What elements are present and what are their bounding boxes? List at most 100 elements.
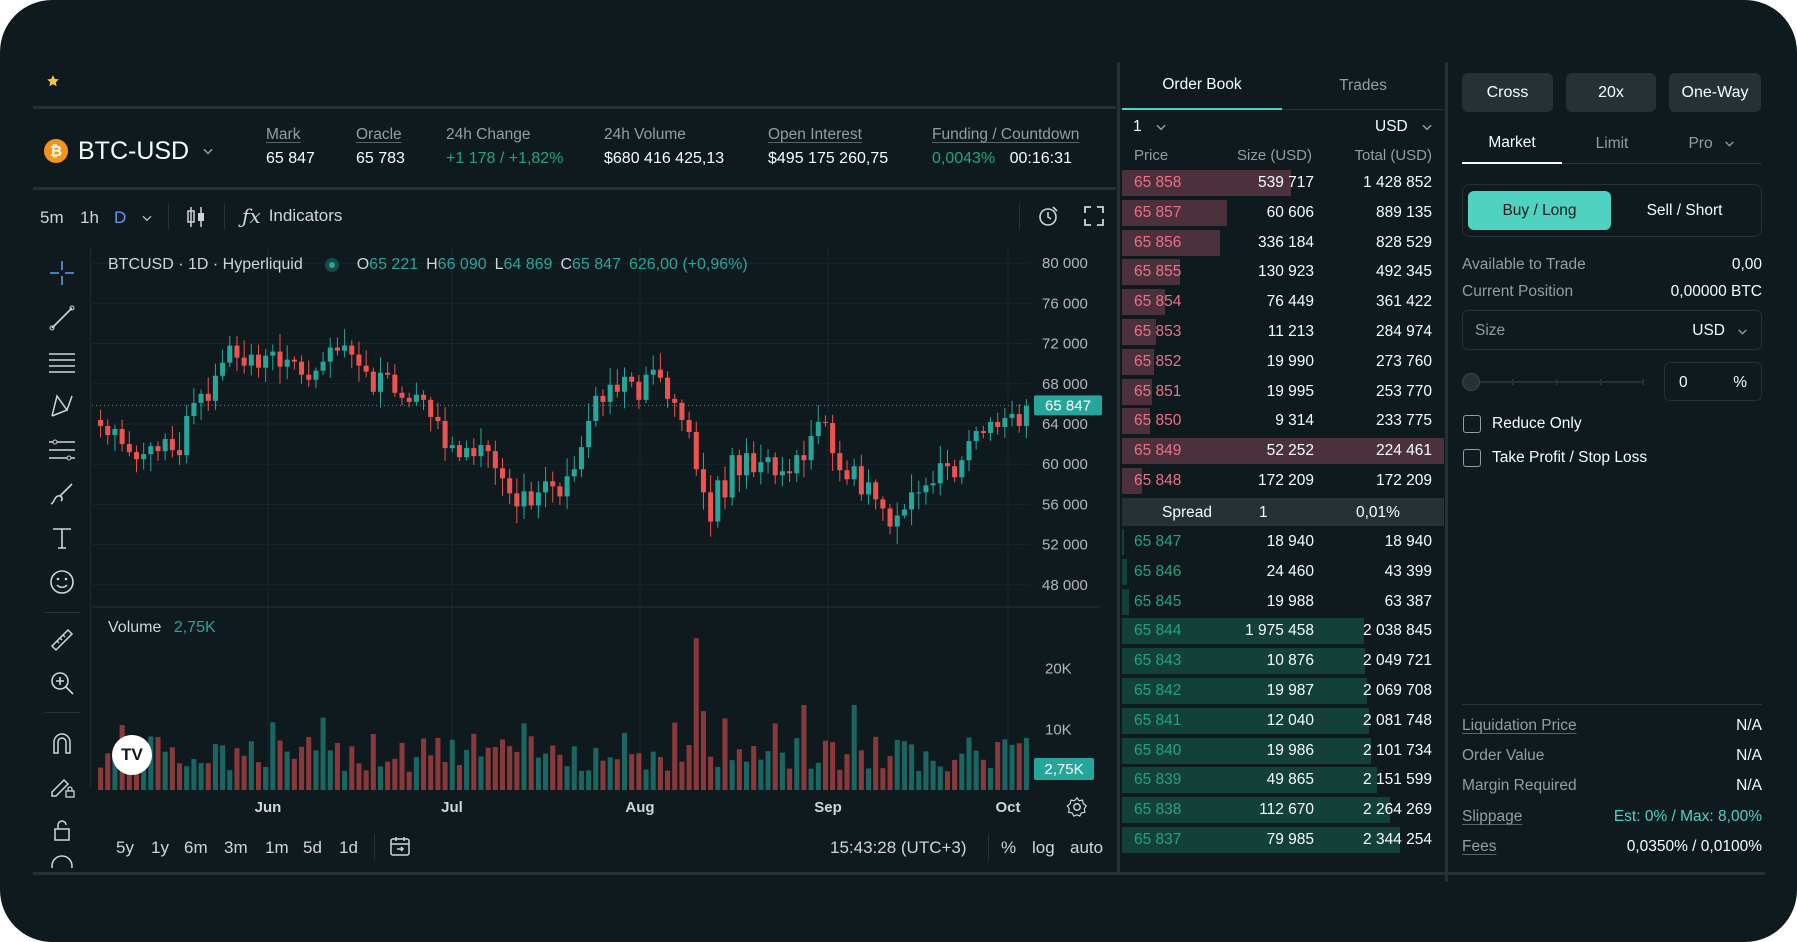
margin-mode-button[interactable]: Cross xyxy=(1462,73,1553,112)
bid-row[interactable]: 65 844 1 975 458 2 038 845 xyxy=(1122,616,1444,646)
tab-limit[interactable]: Limit xyxy=(1562,124,1662,164)
buy-long-button[interactable]: Buy / Long xyxy=(1468,191,1611,230)
range-3m[interactable]: 3m xyxy=(224,838,248,857)
range-5d[interactable]: 5d xyxy=(303,838,322,857)
percent-input[interactable]: 0 % xyxy=(1664,362,1762,401)
ask-row[interactable]: 65 856 336 184 828 529 xyxy=(1122,228,1444,258)
divider xyxy=(1445,62,1448,882)
ask-row[interactable]: 65 855 130 923 492 345 xyxy=(1122,257,1444,287)
indicators-button[interactable]: ƒx Indicators xyxy=(242,204,342,228)
ask-row[interactable]: 65 849 52 252 224 461 xyxy=(1122,436,1444,466)
range-1m[interactable]: 1m xyxy=(265,838,289,857)
bid-row[interactable]: 65 842 19 987 2 069 708 xyxy=(1122,676,1444,706)
ask-row[interactable]: 65 850 9 314 233 775 xyxy=(1122,406,1444,436)
alert-clock-icon[interactable] xyxy=(1036,203,1062,229)
fib-retracement-icon[interactable] xyxy=(46,434,78,466)
range-1d[interactable]: 1d xyxy=(339,838,358,857)
ask-row[interactable]: 65 857 60 606 889 135 xyxy=(1122,198,1444,228)
bid-row[interactable]: 65 847 18 940 18 940 xyxy=(1122,527,1444,557)
interval-5m[interactable]: 5m xyxy=(40,208,64,227)
tab-market[interactable]: Market xyxy=(1462,124,1562,164)
candle xyxy=(133,452,139,460)
tab-order-book[interactable]: Order Book xyxy=(1122,62,1282,110)
stat-label[interactable]: Mark xyxy=(266,126,301,143)
candle xyxy=(363,365,369,372)
chevron-down-icon[interactable] xyxy=(140,211,154,225)
ob-header-size: Size (USD) xyxy=(1236,147,1312,164)
brush-icon[interactable] xyxy=(46,478,78,510)
auto-scale-toggle[interactable]: auto xyxy=(1070,838,1104,857)
ask-total: 273 760 xyxy=(1375,352,1432,370)
range-1y[interactable]: 1y xyxy=(151,838,169,857)
bid-row[interactable]: 65 845 19 988 63 387 xyxy=(1122,587,1444,617)
tpsl-checkbox[interactable] xyxy=(1463,449,1481,467)
unit-select[interactable]: USD xyxy=(1375,118,1434,136)
crosshair-icon[interactable] xyxy=(46,257,78,289)
log-scale-toggle[interactable]: log xyxy=(1032,838,1055,857)
row-label[interactable]: Liquidation Price xyxy=(1462,717,1577,734)
reduce-only-label[interactable]: Reduce Only xyxy=(1492,415,1582,432)
stat-label[interactable]: Oracle xyxy=(356,126,402,143)
volume-bar xyxy=(937,766,943,790)
stat-label[interactable]: Open Interest xyxy=(768,126,862,143)
emoji-icon[interactable] xyxy=(46,566,78,598)
range-5y[interactable]: 5y xyxy=(116,838,134,857)
interval-1h[interactable]: 1h xyxy=(80,208,99,227)
favorite-star-icon[interactable] xyxy=(46,74,60,88)
tab-pro[interactable]: Pro xyxy=(1662,124,1762,164)
pattern-icon[interactable] xyxy=(46,390,78,422)
zoom-in-icon[interactable] xyxy=(46,667,78,699)
size-slider[interactable] xyxy=(1462,372,1648,392)
tpsl-label[interactable]: Take Profit / Stop Loss xyxy=(1492,449,1648,466)
sell-short-button[interactable]: Sell / Short xyxy=(1613,191,1756,230)
price-chart[interactable]: 80 000 76 000 72 000 68 000 64 000 60 000 56 0… xyxy=(0,0,1117,872)
bid-row[interactable]: 65 837 79 985 2 344 254 xyxy=(1122,825,1444,855)
range-6m[interactable]: 6m xyxy=(184,838,208,857)
bid-row[interactable]: 65 838 112 670 2 264 269 xyxy=(1122,795,1444,825)
bid-row[interactable]: 65 839 49 865 2 151 599 xyxy=(1122,765,1444,795)
reduce-only-checkbox[interactable] xyxy=(1463,415,1481,433)
candle xyxy=(299,361,305,375)
fullscreen-icon[interactable] xyxy=(1083,205,1105,227)
bid-row[interactable]: 65 846 24 460 43 399 xyxy=(1122,557,1444,587)
grouping-select[interactable]: 1 xyxy=(1133,118,1168,136)
ask-row[interactable]: 65 852 19 990 273 760 xyxy=(1122,347,1444,377)
row-label[interactable]: Fees xyxy=(1462,838,1497,855)
row-label[interactable]: Slippage xyxy=(1462,808,1523,825)
ask-row[interactable]: 65 858 539 717 1 428 852 xyxy=(1122,168,1444,198)
stat-label[interactable]: Funding / Countdown xyxy=(932,126,1080,143)
trend-line-icon[interactable] xyxy=(46,302,78,334)
lock-pencil-icon[interactable] xyxy=(46,770,78,802)
unlock-icon[interactable] xyxy=(46,814,78,846)
tradingview-logo[interactable]: TV xyxy=(112,735,152,775)
market-selector[interactable]: ₿ BTC-USD xyxy=(44,136,215,166)
ruler-icon[interactable] xyxy=(46,624,78,656)
chevron-down-icon xyxy=(1156,124,1166,131)
size-unit[interactable]: USD xyxy=(1692,322,1725,339)
magnet-icon[interactable] xyxy=(46,727,78,759)
leverage-button[interactable]: 20x xyxy=(1566,73,1656,112)
eye-icon[interactable] xyxy=(46,852,78,868)
percent-scale-toggle[interactable]: % xyxy=(1001,838,1017,857)
volume-bar xyxy=(729,760,735,790)
ask-row[interactable]: 65 854 76 449 361 422 xyxy=(1122,287,1444,317)
ask-row[interactable]: 65 853 11 213 284 974 xyxy=(1122,317,1444,347)
ask-row[interactable]: 65 848 172 209 172 209 xyxy=(1122,466,1444,496)
size-input[interactable]: Size USD xyxy=(1462,310,1762,350)
calendar-range-icon[interactable] xyxy=(388,834,412,858)
position-mode-button[interactable]: One-Way xyxy=(1669,73,1761,112)
interval-d[interactable]: D xyxy=(114,208,127,227)
candles-icon[interactable] xyxy=(183,204,209,230)
horizontal-lines-icon[interactable] xyxy=(46,346,78,378)
bid-row[interactable]: 65 841 12 040 2 081 748 xyxy=(1122,706,1444,736)
ask-row[interactable]: 65 851 19 995 253 770 xyxy=(1122,377,1444,407)
slider-thumb[interactable] xyxy=(1462,373,1480,391)
text-tool-icon[interactable] xyxy=(46,522,78,554)
bid-row[interactable]: 65 843 10 876 2 049 721 xyxy=(1122,646,1444,676)
volume-bar xyxy=(478,756,484,790)
tab-trades[interactable]: Trades xyxy=(1282,62,1444,110)
volume-bar xyxy=(995,742,1001,790)
bid-row[interactable]: 65 840 19 986 2 101 734 xyxy=(1122,736,1444,766)
chart-clock[interactable]: 15:43:28 (UTC+3) xyxy=(830,838,967,857)
settings-gear-icon[interactable] xyxy=(1066,796,1088,818)
